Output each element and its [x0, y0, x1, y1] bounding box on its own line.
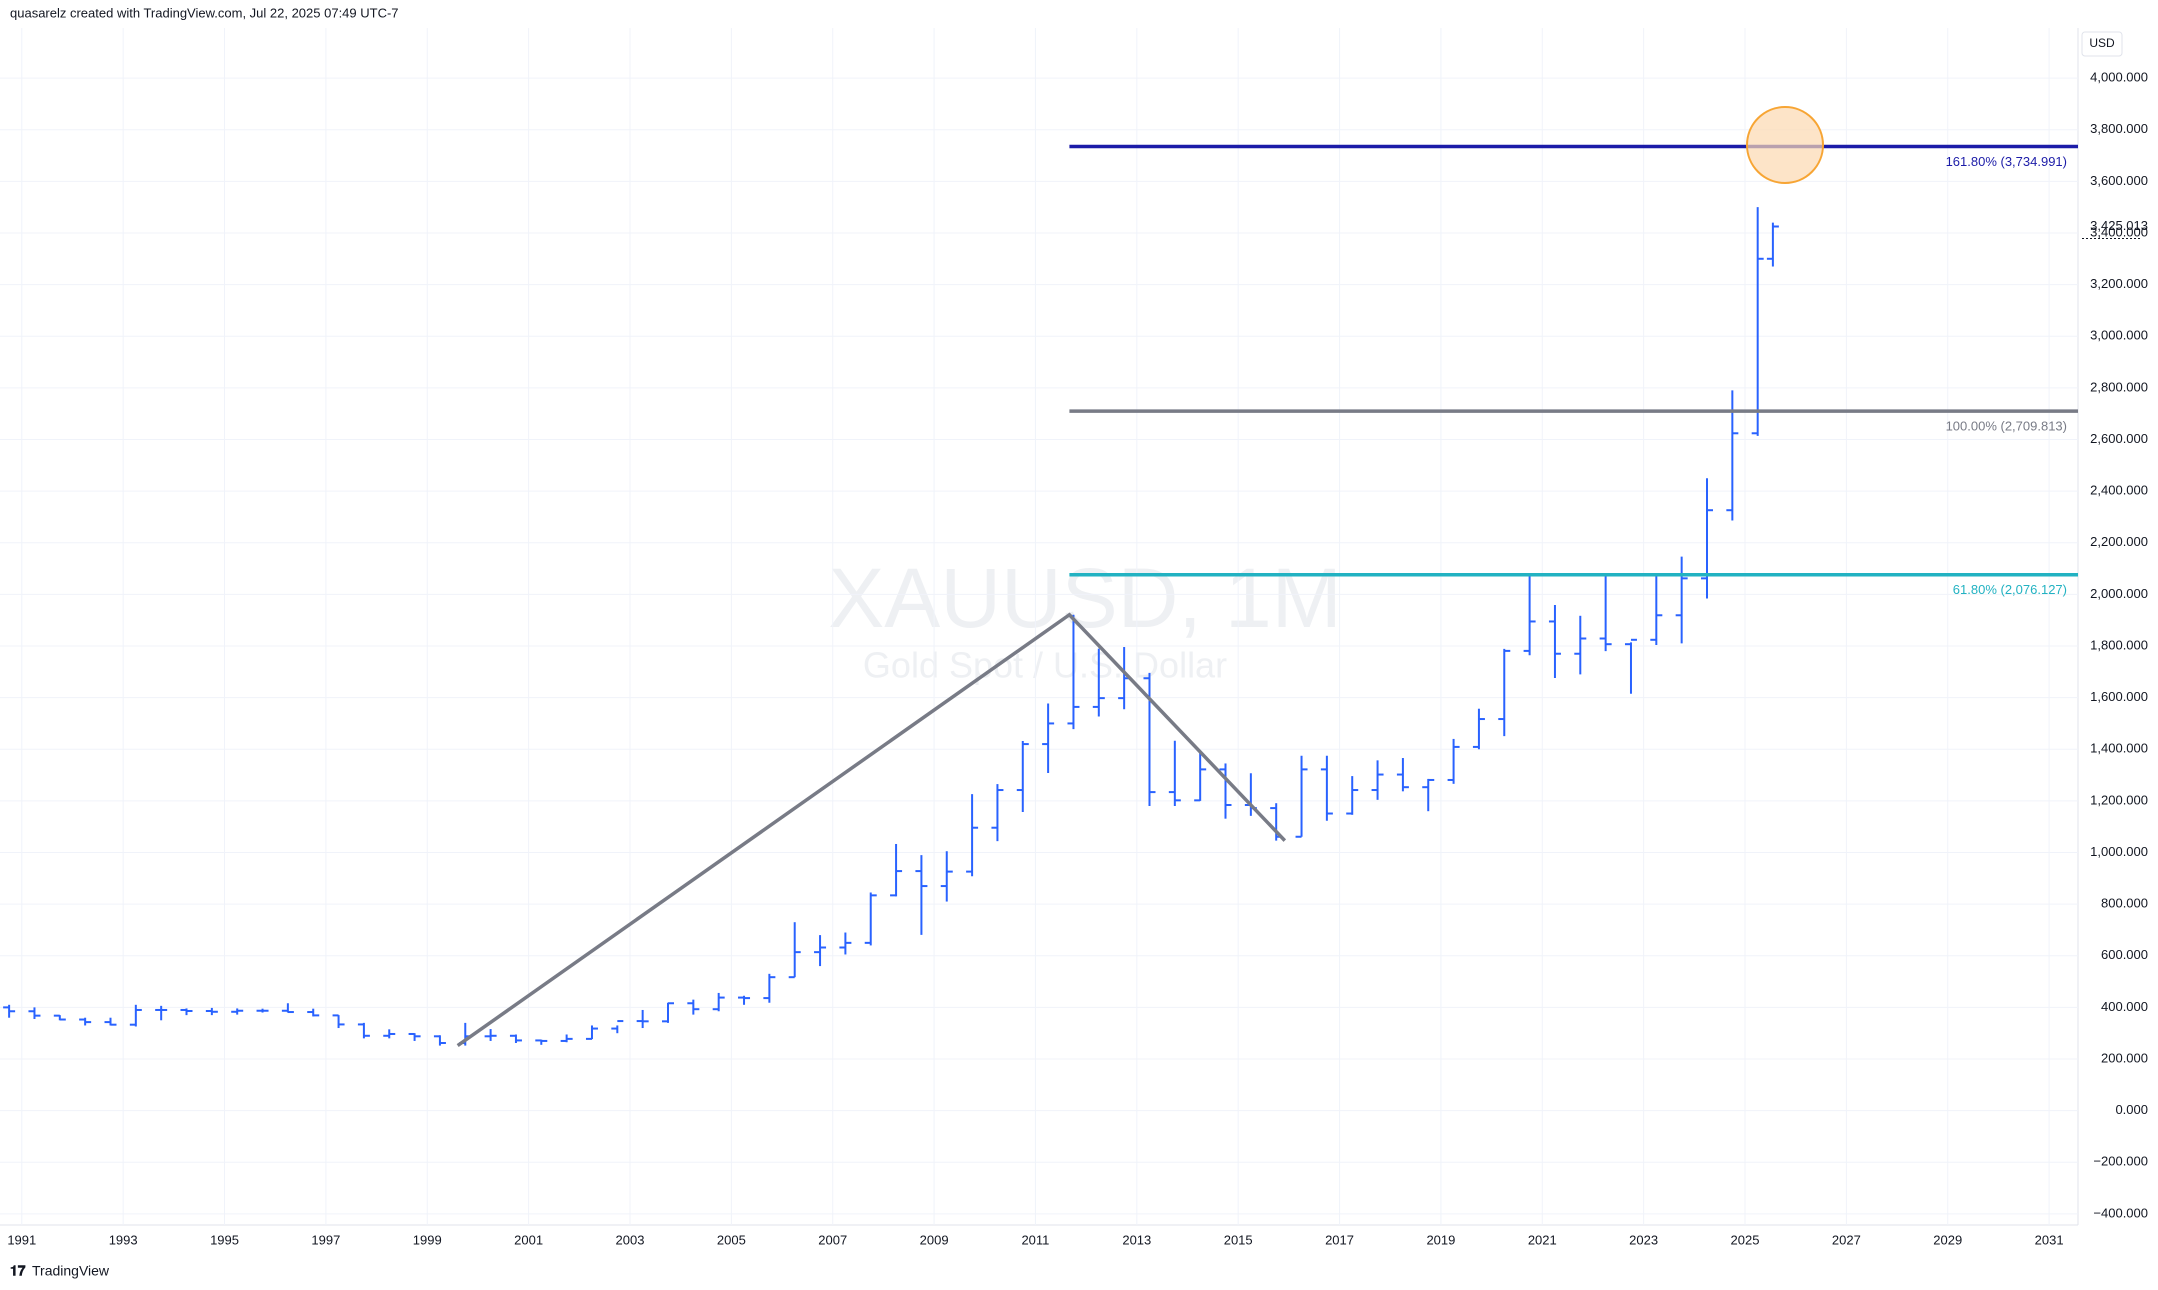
y-tick-label: 2,800.000 — [2090, 379, 2148, 394]
x-tick-label: 2011 — [1021, 1232, 1049, 1247]
y-tick-label: 800.000 — [2101, 896, 2148, 911]
y-tick-label: 2,600.000 — [2090, 431, 2148, 446]
x-tick-label: 2009 — [920, 1232, 949, 1247]
y-tick-label: 200.000 — [2101, 1050, 2148, 1065]
y-tick-label: 1,600.000 — [2090, 689, 2148, 704]
x-tick-label: 2029 — [1933, 1232, 1962, 1247]
x-tick-label: 2007 — [818, 1232, 847, 1247]
y-tick-label: 3,600.000 — [2090, 173, 2148, 188]
fib-label: 100.00% (2,709.813) — [1946, 419, 2067, 434]
y-tick-label: −200.000 — [2093, 1154, 2148, 1169]
currency-box[interactable] — [2081, 31, 2123, 57]
y-tick-label: 1,000.000 — [2090, 844, 2148, 859]
x-tick-label: 2003 — [616, 1232, 645, 1247]
logo-mark: 𝟏𝟕 — [10, 1263, 26, 1279]
x-tick-label: 2005 — [717, 1232, 746, 1247]
x-tick-label: 2023 — [1629, 1232, 1658, 1247]
y-tick-label: 3,400.000 — [2090, 224, 2148, 239]
y-tick-label: 1,800.000 — [2090, 637, 2148, 652]
y-tick-label: −400.000 — [2093, 1205, 2148, 1220]
highlight-circle — [1746, 106, 1824, 184]
y-tick-label: 400.000 — [2101, 999, 2148, 1014]
x-tick-label: 2027 — [1832, 1232, 1861, 1247]
x-tick-label: 2017 — [1325, 1232, 1354, 1247]
x-tick-label: 2013 — [1122, 1232, 1151, 1247]
y-tick-label: 2,200.000 — [2090, 534, 2148, 549]
footer: TradingView — [32, 1263, 110, 1279]
y-tick-label: 2,400.000 — [2090, 483, 2148, 498]
currency-label: USD — [2089, 36, 2115, 50]
x-tick-label: 1995 — [210, 1232, 239, 1247]
y-tick-label: 1,200.000 — [2090, 792, 2148, 807]
y-tick-label: 3,000.000 — [2090, 328, 2148, 343]
y-tick-label: 0.000 — [2115, 1102, 2148, 1117]
grid — [0, 28, 2078, 1225]
last-price-label: 3,425.013 — [2090, 218, 2148, 233]
x-tick-label: 2031 — [2035, 1232, 2064, 1247]
y-tick-label: 4,000.000 — [2090, 70, 2148, 85]
x-tick-label: 2001 — [514, 1232, 543, 1247]
y-tick-label: 3,800.000 — [2090, 121, 2148, 136]
x-tick-label: 2019 — [1426, 1232, 1455, 1247]
header: quasarelz created with TradingView.com, … — [10, 5, 399, 20]
plot — [3, 144, 2078, 1048]
x-tick-label: 1999 — [413, 1232, 442, 1247]
y-tick-label: 1,400.000 — [2090, 741, 2148, 756]
x-tick-label: 1993 — [109, 1232, 138, 1247]
x-tick-label: 1997 — [311, 1232, 340, 1247]
y-tick-label: 2,000.000 — [2090, 586, 2148, 601]
x-tick-label: 2025 — [1731, 1232, 1760, 1247]
fib-label: 61.80% (2,076.127) — [1953, 582, 2067, 597]
fib-label: 161.80% (3,734.991) — [1946, 154, 2067, 169]
y-tick-label: 600.000 — [2101, 947, 2148, 962]
watermark-subtitle: Gold Spot / U.S. Dollar — [863, 645, 1227, 686]
zigzag — [456, 612, 1287, 1048]
x-tick-label: 2021 — [1528, 1232, 1557, 1247]
x-tick-label: 2015 — [1224, 1232, 1253, 1247]
x-tick-label: 1991 — [7, 1232, 36, 1247]
y-tick-label: 3,200.000 — [2090, 276, 2148, 291]
